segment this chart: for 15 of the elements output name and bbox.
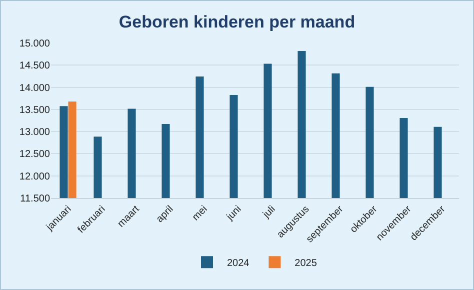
x-tick-label: juli (260, 204, 278, 222)
y-tick-label: 12.000 (19, 171, 50, 182)
y-tick-label: 14.000 (19, 82, 50, 94)
legend-label: 2024 (227, 258, 250, 269)
x-tick-label: april (154, 204, 176, 226)
y-tick-label: 13.000 (19, 127, 50, 138)
y-tick-label: 11.500 (20, 194, 50, 204)
legend-label: 2025 (294, 258, 318, 269)
x-tick-label: mei (190, 204, 210, 224)
x-tick-label: juni (224, 204, 244, 224)
y-tick-label: 12.500 (19, 149, 50, 160)
y-tick-label: 13.500 (19, 104, 50, 116)
y-tick-label: 15.000 (19, 38, 50, 50)
chart-title: Geboren kinderen per maand (118, 12, 356, 32)
y-tick-label: 14.500 (19, 60, 50, 72)
